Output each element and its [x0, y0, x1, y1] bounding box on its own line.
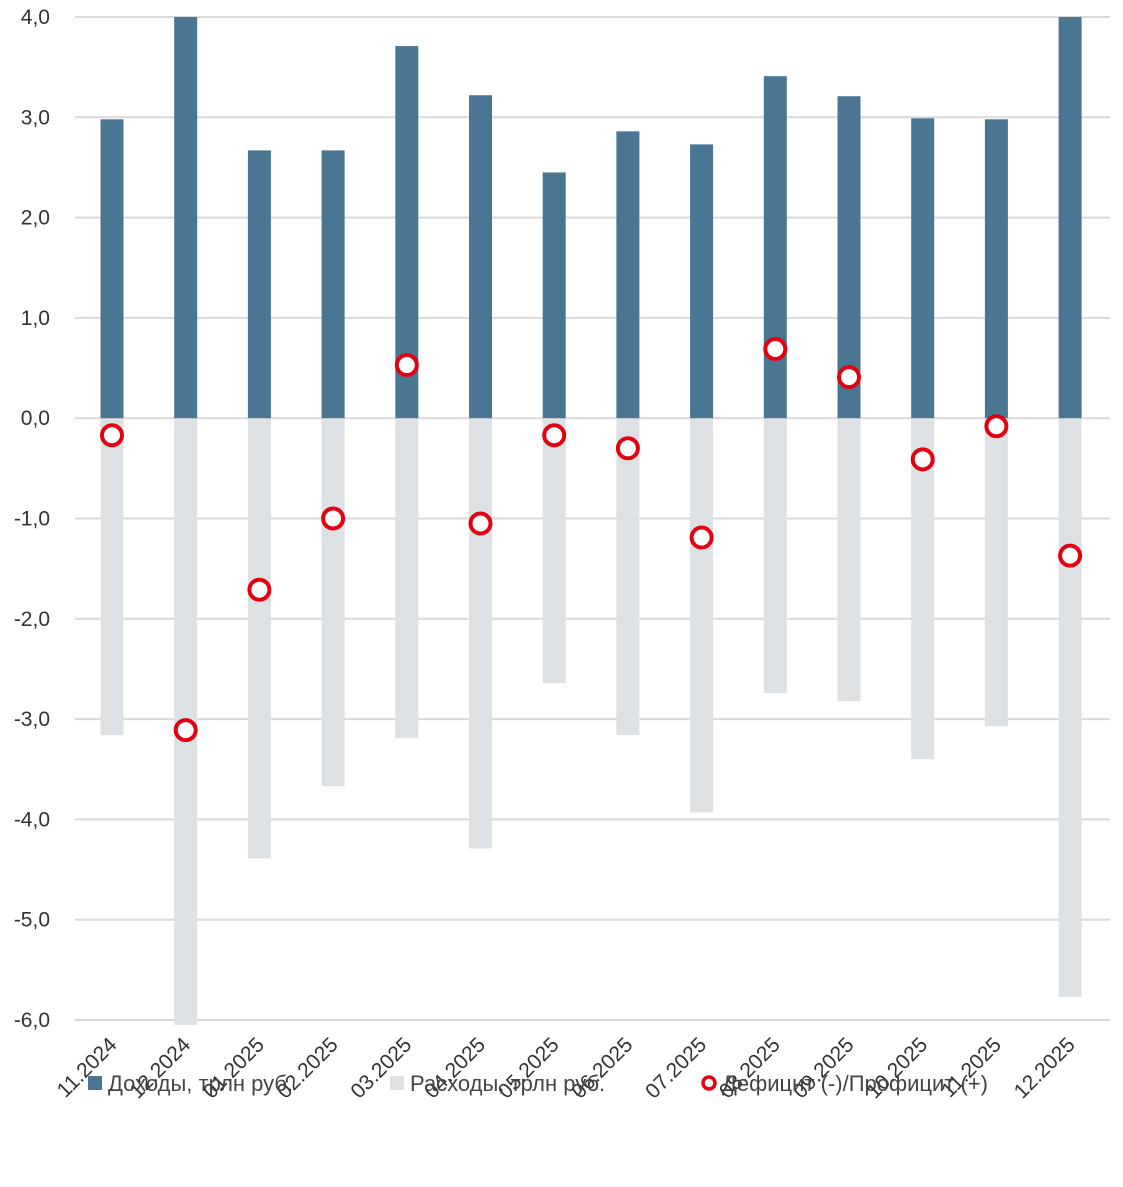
balance-markers [100, 336, 1083, 743]
balance-marker [689, 525, 714, 550]
income-bar [1058, 17, 1082, 419]
legend-label: Доходы, трлн руб. [108, 1071, 293, 1096]
income-bar [395, 46, 419, 419]
legend-swatch [390, 1076, 404, 1090]
balance-marker [910, 447, 935, 472]
y-tick-label: -5,0 [14, 909, 50, 932]
y-tick-label: 3,0 [21, 106, 50, 129]
legend-swatch [701, 1075, 717, 1091]
x-tick-label: 07.2025 [641, 1033, 711, 1103]
y-tick-label: -3,0 [14, 708, 50, 731]
balance-marker [247, 577, 272, 602]
balance-marker [394, 353, 419, 378]
expense-bar [1058, 418, 1082, 997]
income-bar [690, 144, 714, 419]
balance-marker [984, 414, 1009, 439]
income-bar [247, 150, 271, 419]
income-bar [837, 96, 861, 419]
bars [100, 17, 1082, 1026]
balance-marker [837, 365, 861, 390]
income-bar [763, 76, 787, 419]
y-tick-label: -1,0 [14, 508, 50, 531]
legend-label: Дефицит (-)/Профицит (+) [722, 1071, 988, 1096]
expense-bar [616, 418, 640, 736]
balance-marker [100, 423, 124, 448]
expense-bar [542, 418, 566, 683]
expense-bar [395, 418, 419, 739]
legend-income: Доходы, трлн руб. [88, 1071, 293, 1096]
legend-swatch [88, 1076, 102, 1090]
income-bar [542, 172, 566, 419]
y-tick-label: 0,0 [21, 407, 50, 430]
y-tick-label: -4,0 [14, 808, 50, 831]
legend: Доходы, трлн руб. Расходы, трлн руб. Дефиц… [88, 1071, 988, 1096]
expense-bar [911, 418, 935, 760]
income-bar [174, 17, 198, 419]
legend-balance: Дефицит (-)/Профицит (+) [701, 1071, 988, 1096]
y-tick-label: 2,0 [21, 207, 50, 230]
income-bar [321, 150, 345, 419]
expense-bar [247, 418, 271, 859]
x-tick-label: 12.2025 [1010, 1033, 1080, 1103]
grid-lines [75, 16, 1110, 1021]
expense-bar [321, 418, 345, 787]
balance-marker [615, 436, 640, 461]
expense-bar [690, 418, 714, 813]
income-bar [984, 119, 1008, 419]
income-bar [616, 131, 640, 419]
y-tick-label: 4,0 [21, 6, 50, 29]
y-tick-label: -6,0 [14, 1009, 50, 1032]
balance-marker [763, 336, 788, 361]
expense-bar [837, 418, 861, 702]
balance-marker [542, 423, 567, 448]
legend-label: Расходы, трлн руб. [410, 1071, 605, 1096]
balance-marker [173, 718, 198, 743]
balance-marker [1058, 543, 1083, 568]
expense-bar [100, 418, 124, 736]
expense-bar [984, 418, 1008, 727]
balance-marker [321, 506, 346, 531]
legend-expenses: Расходы, трлн руб. [390, 1071, 605, 1096]
x-tick-label: 03.2025 [346, 1033, 416, 1103]
balance-marker [468, 511, 493, 536]
y-tick-label: -2,0 [14, 608, 50, 631]
income-bar [911, 118, 935, 419]
y-axis: 4,0 3,0 2,0 1,0 0,0 -1,0 -2,0 -3,0 -4,0 -5,0 -6,0 [14, 6, 50, 1032]
expense-bar [469, 418, 492, 849]
expense-bar [763, 418, 787, 694]
y-tick-label: 1,0 [21, 307, 50, 330]
income-bar [100, 119, 124, 419]
income-bar [469, 95, 492, 419]
